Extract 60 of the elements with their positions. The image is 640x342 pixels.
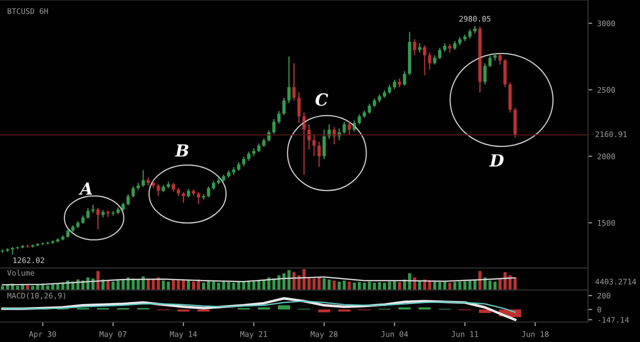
bar xyxy=(116,280,120,290)
bar xyxy=(318,277,321,290)
bar xyxy=(302,269,306,290)
bar xyxy=(438,282,442,290)
annotation: A xyxy=(78,182,92,195)
bar xyxy=(282,273,286,290)
bar xyxy=(458,282,462,290)
bar xyxy=(232,282,236,290)
bar xyxy=(122,280,125,290)
annotation: B xyxy=(174,144,188,157)
bar xyxy=(362,282,366,290)
bar xyxy=(342,280,346,290)
bar xyxy=(393,281,396,290)
bar xyxy=(312,278,316,290)
bar xyxy=(398,282,402,290)
bar xyxy=(222,282,226,290)
bar xyxy=(468,280,472,290)
bar xyxy=(388,282,391,290)
annotation: C xyxy=(316,93,328,106)
bar xyxy=(96,271,100,290)
bar xyxy=(328,280,331,290)
bar xyxy=(252,282,256,290)
bar xyxy=(308,277,311,290)
bar xyxy=(494,282,497,290)
bar xyxy=(348,282,351,290)
bar xyxy=(478,271,482,290)
bar xyxy=(368,282,371,290)
bar xyxy=(212,282,216,290)
bar xyxy=(112,282,115,290)
bar xyxy=(372,282,376,290)
bar xyxy=(202,282,206,290)
bar xyxy=(332,280,336,290)
bar xyxy=(186,280,190,290)
bar xyxy=(152,280,155,290)
bar xyxy=(192,282,195,290)
bar xyxy=(463,281,466,290)
bar xyxy=(498,280,502,290)
bar xyxy=(378,282,381,290)
bar xyxy=(217,282,220,290)
bar xyxy=(504,272,507,290)
bar xyxy=(453,282,456,290)
bar xyxy=(352,282,356,290)
bar xyxy=(287,270,290,290)
annotation: D xyxy=(489,154,504,166)
bar xyxy=(358,282,361,290)
bar xyxy=(46,285,50,290)
bar xyxy=(176,280,180,290)
bar xyxy=(292,272,296,290)
bar xyxy=(136,280,140,290)
bar xyxy=(338,282,341,290)
line-series xyxy=(2,300,516,313)
bar xyxy=(382,282,386,290)
bar xyxy=(227,282,230,290)
bar xyxy=(172,280,175,290)
bar xyxy=(488,280,492,290)
bar xyxy=(162,280,165,290)
bar xyxy=(433,282,436,290)
bar xyxy=(448,282,452,290)
bar xyxy=(322,278,326,290)
bar xyxy=(166,282,170,290)
